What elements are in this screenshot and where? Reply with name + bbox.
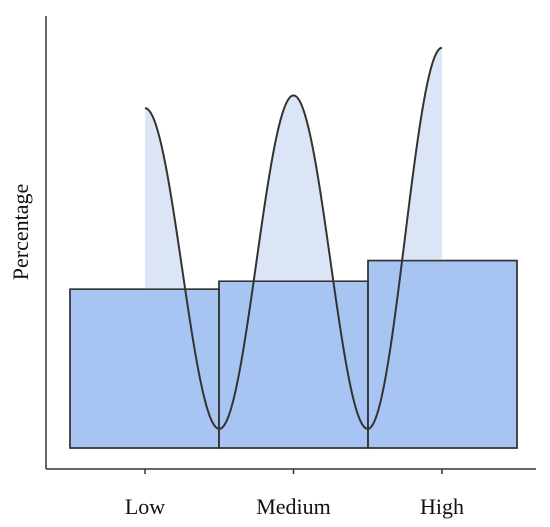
ticks-layer: Low Medium High <box>125 469 464 519</box>
bar-outline-high <box>367 259 518 449</box>
axes-layer <box>45 16 536 470</box>
x-tick-label-low: Low <box>125 494 165 519</box>
curve-line <box>144 46 443 430</box>
x-tick-label-high: High <box>420 494 464 519</box>
y-axis-title: Percentage <box>8 184 33 281</box>
curve-area-fill <box>145 47 442 290</box>
x-tick-label-medium: Medium <box>256 494 331 519</box>
bar-medium <box>218 280 369 449</box>
bar-low <box>69 288 220 449</box>
curve-layer <box>69 46 518 449</box>
